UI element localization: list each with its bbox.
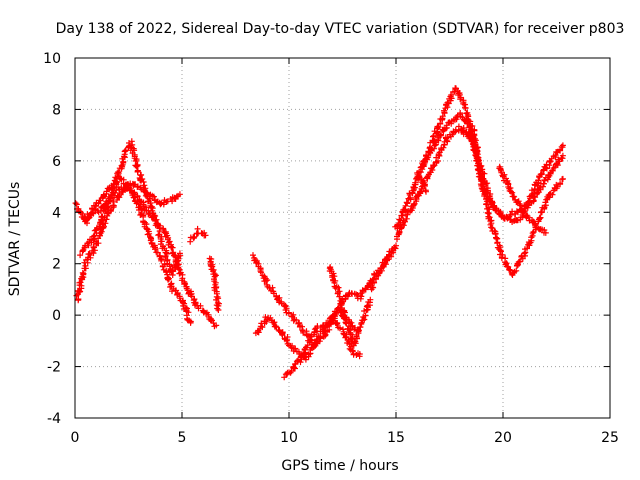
x-tick-label: 15	[387, 430, 405, 446]
grid-lines	[75, 58, 610, 418]
x-axis-label: GPS time / hours	[281, 458, 398, 474]
point-markers	[496, 142, 566, 216]
tick-labels: 0 5 10 15 20 25 -4 -2 0 2 4 6 8 10	[43, 51, 619, 446]
y-tick-label: 2	[52, 257, 61, 273]
series-track-f	[206, 255, 222, 313]
x-tick-label: 20	[494, 430, 512, 446]
point-markers	[414, 170, 429, 195]
x-tick-label: 5	[178, 430, 187, 446]
series-track-e	[187, 225, 209, 245]
y-tick-label: 0	[52, 308, 61, 324]
series-track-i	[281, 306, 361, 381]
point-markers	[80, 180, 183, 222]
x-tick-label: 25	[601, 430, 619, 446]
point-markers	[458, 126, 481, 154]
y-tick-label: 8	[52, 102, 61, 118]
series-track-j	[326, 264, 374, 349]
point-markers	[206, 255, 222, 313]
point-markers	[326, 264, 374, 349]
data-points	[72, 85, 566, 381]
point-markers	[281, 306, 361, 381]
series-track-m	[417, 110, 549, 236]
series-track-n	[458, 126, 481, 154]
y-axis-label: SDTVAR / TECUs	[7, 182, 23, 297]
series-track-q	[367, 247, 395, 293]
y-tick-label: -4	[47, 411, 61, 427]
point-markers	[187, 225, 209, 245]
y-tick-label: -2	[47, 360, 61, 376]
chart-title: Day 138 of 2022, Sidereal Day-to-day VTE…	[56, 21, 625, 37]
x-tick-label: 0	[71, 430, 80, 446]
series-track-o	[496, 142, 566, 216]
series-track-p	[414, 170, 429, 195]
point-markers	[367, 247, 395, 293]
plot-frame	[74, 57, 611, 419]
series-track-d	[80, 180, 183, 222]
y-tick-label: 10	[43, 51, 61, 67]
x-tick-label: 10	[280, 430, 298, 446]
y-tick-label: 6	[52, 154, 61, 170]
axis-ticks	[74, 57, 611, 419]
y-tick-label: 4	[52, 205, 61, 221]
point-markers	[417, 110, 549, 236]
